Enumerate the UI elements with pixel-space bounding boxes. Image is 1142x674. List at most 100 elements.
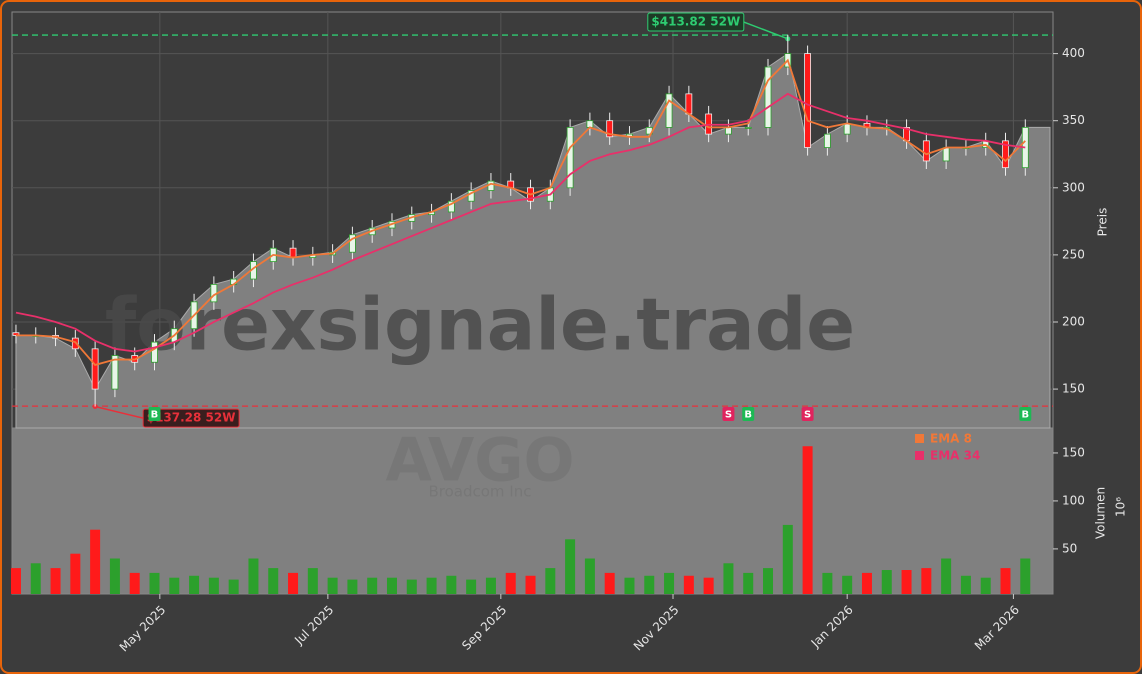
ref-label-box	[647, 12, 745, 32]
legend-swatch	[915, 451, 924, 460]
ref-arrow	[94, 405, 144, 419]
y-tick-label: 250	[1062, 247, 1085, 261]
candle-body	[151, 341, 158, 363]
volume-bar	[723, 563, 734, 594]
volume-bar	[30, 563, 41, 594]
volume-bar	[426, 577, 437, 594]
volume-bar	[228, 579, 239, 594]
volume-bar	[802, 446, 813, 594]
volume-bar	[268, 568, 279, 594]
company-watermark: Broadcom Inc	[428, 483, 531, 501]
volume-bar	[743, 572, 754, 594]
volume-bar	[664, 572, 675, 594]
volume-bar	[386, 577, 397, 594]
volume-bar	[169, 577, 180, 594]
volume-bar	[446, 575, 457, 594]
candle-body	[685, 93, 693, 115]
candle-body	[922, 140, 930, 162]
volume-tick-label: 50	[1062, 541, 1077, 555]
volume-bar	[861, 572, 872, 594]
volume-axis-label: Volumen	[1094, 487, 1108, 539]
signal-label: S	[725, 410, 732, 421]
volume-tick-label: 100	[1062, 493, 1085, 507]
candle-body	[725, 127, 732, 135]
candle-body	[487, 180, 495, 191]
volume-bar	[10, 568, 21, 594]
volume-bar	[466, 579, 477, 594]
volume-bar	[50, 568, 61, 594]
signal-box	[801, 407, 814, 421]
volume-bar	[347, 579, 358, 594]
volume-bar	[584, 558, 595, 594]
volume-bar	[485, 577, 496, 594]
y-tick-label: 300	[1062, 180, 1085, 194]
volume-bar	[842, 575, 853, 594]
volume-bar	[565, 539, 576, 594]
volume-bar	[129, 572, 140, 594]
candle-body	[289, 247, 297, 258]
volume-bar	[763, 568, 774, 594]
volume-bar	[782, 524, 793, 594]
volume-bar	[1020, 558, 1031, 594]
volume-bar	[90, 529, 101, 594]
volume-bar	[644, 575, 655, 594]
y-tick-label: 350	[1062, 113, 1085, 127]
y-axis-label: Preis	[1096, 208, 1110, 237]
candle-body	[349, 234, 356, 253]
ref-label-box	[142, 408, 240, 428]
volume-bar	[703, 577, 714, 594]
signal-label: B	[1021, 410, 1029, 421]
candle-body	[111, 355, 119, 390]
y-tick-label: 150	[1062, 382, 1085, 396]
candle-body	[467, 190, 475, 202]
volume-bar	[980, 577, 991, 594]
candle-body	[586, 120, 594, 128]
volume-bar	[624, 577, 635, 594]
candle-body	[447, 200, 455, 213]
candle-body	[804, 53, 811, 148]
volume-bar	[248, 558, 259, 594]
watermark: forexsignale.trade	[105, 283, 855, 367]
candle-body	[744, 127, 752, 129]
candle-body	[606, 120, 614, 138]
ticker-watermark: AVGO	[385, 426, 574, 496]
legend-swatch	[915, 434, 924, 443]
candle-body	[823, 133, 831, 148]
ema-line	[15, 92, 1026, 353]
ref-arrow	[743, 21, 789, 40]
volume-bar	[149, 572, 160, 594]
volume-bar	[683, 575, 694, 594]
ema-line	[15, 58, 1026, 366]
y-tick-label: 400	[1062, 46, 1085, 60]
volume-bar	[1000, 568, 1011, 594]
volume-bar	[881, 570, 892, 594]
volume-bar	[604, 572, 615, 594]
volume-bar	[307, 568, 318, 594]
volume-bar	[941, 558, 952, 594]
volume-tick-label: 150	[1062, 445, 1085, 459]
candle-body	[1002, 140, 1009, 169]
candle-body	[764, 66, 772, 128]
signal-box	[148, 407, 161, 421]
signal-box	[742, 407, 755, 421]
volume-bar	[208, 577, 219, 594]
legend-label: EMA 34	[930, 449, 980, 463]
volume-bar	[109, 558, 120, 594]
volume-bar	[406, 579, 417, 594]
signal-box	[1019, 407, 1032, 421]
candle-body	[566, 127, 574, 189]
volume-bar	[822, 572, 833, 594]
volume-bar	[545, 568, 556, 594]
candle-body	[843, 122, 851, 135]
y-tick-label: 200	[1062, 314, 1085, 328]
ref-label: $137.28 52W	[147, 411, 236, 425]
volume-bar	[327, 577, 338, 594]
volume-bar	[189, 575, 200, 594]
candle-body	[942, 147, 950, 162]
volume-bar	[921, 568, 932, 594]
signal-label: B	[744, 410, 752, 421]
plot: May 2025 Jul 2025 Sep 2025 Nov 2025 Jan 2026…	[10, 12, 1085, 654]
candle-body	[665, 93, 673, 128]
signal-box	[722, 407, 735, 421]
